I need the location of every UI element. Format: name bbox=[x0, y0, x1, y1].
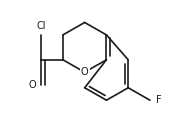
Text: F: F bbox=[156, 95, 161, 105]
Text: Cl: Cl bbox=[36, 21, 46, 31]
Text: O: O bbox=[29, 80, 36, 90]
Text: O: O bbox=[81, 67, 89, 77]
